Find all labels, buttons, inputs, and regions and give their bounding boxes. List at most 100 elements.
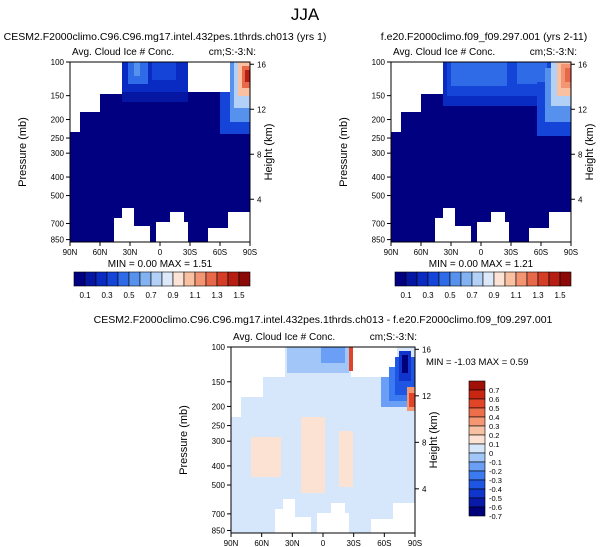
x-tick-label: 60S — [534, 248, 548, 257]
colorbar-b-label: 1.5 — [554, 291, 566, 300]
colorbar-a-label: 1.5 — [233, 291, 245, 300]
panel-b-x-ticks: 90N 60N 30N 0 30S 60S 90S — [384, 242, 578, 257]
colorbar-diff-label: 0.2 — [489, 431, 499, 440]
colorbar-a-swatch — [183, 271, 196, 287]
colorbar-diff-swatch — [468, 434, 486, 445]
x-tick-label: 60N — [254, 539, 269, 547]
panel-b-tropics-3 — [451, 62, 507, 86]
colorbar-diff-label: 0.7 — [489, 386, 499, 395]
panel-c-pos-5 — [301, 417, 325, 493]
panel-b-units: cm;S:-3:N: — [530, 47, 577, 58]
panel-c-right-ticks: 16 12 8 4 — [415, 345, 431, 494]
colorbar-b-label: 0.7 — [466, 291, 478, 300]
colorbar-b-swatch — [504, 271, 517, 287]
panel-b-y-ticks: 100 150 200 250 300 400 500 700 850 — [372, 58, 391, 245]
colorbar-b-swatch — [471, 271, 484, 287]
colorbar-diff-label: -0.5 — [489, 494, 502, 503]
x-tick-label: 90S — [408, 539, 422, 547]
colorbar-b-label: 0.3 — [422, 291, 434, 300]
colorbar-b-label: 0.9 — [488, 291, 500, 300]
y-tick-label: 400 — [51, 173, 65, 182]
panel-c-missing-step1 — [231, 377, 263, 397]
panel-a-missing-top-mid — [188, 62, 232, 92]
right-tick-label: 12 — [257, 105, 266, 114]
colorbar-b-swatch — [438, 271, 451, 287]
panel-b-title: f.e20.F2000climo.f09_f09.297.001 (yrs 2-… — [381, 31, 587, 43]
panel-b-ylabel-right: Height (km) — [584, 124, 596, 181]
colorbar-a-swatch — [106, 271, 119, 287]
panel-b-tropics-5 — [517, 62, 547, 84]
y-tick-label: 250 — [372, 134, 386, 143]
colorbar-a-swatch — [194, 271, 207, 287]
x-tick-label: 0 — [479, 248, 484, 257]
y-tick-label: 850 — [212, 527, 226, 536]
panel-b: f.e20.F2000climo.f09_f09.297.001 (yrs 2-… — [338, 31, 596, 270]
colorbar-a-swatch — [117, 271, 130, 287]
colorbar-diff-swatch — [468, 407, 486, 418]
y-tick-label: 150 — [51, 92, 65, 101]
colorbar-diff-swatch — [468, 479, 486, 490]
panel-b-ylabel: Pressure (mb) — [338, 117, 350, 187]
panel-c-x-ticks: 90N 60N 30N 0 30S 60S 90S — [224, 533, 422, 547]
panel-b-topo-3 — [451, 226, 471, 242]
colorbar-diff-swatch — [468, 389, 486, 400]
panel-a-y-ticks: 100 150 200 250 300 400 500 700 850 — [51, 58, 70, 245]
colorbar-a-swatch — [84, 271, 97, 287]
panel-c-topo-5 — [331, 503, 345, 533]
colorbar-a-label: 1.1 — [189, 291, 201, 300]
panel-c-units: cm;S:-3:N: — [370, 332, 417, 343]
y-tick-label: 300 — [372, 149, 386, 158]
right-tick-label: 16 — [257, 60, 266, 69]
panel-c-ylabel-right: Height (km) — [428, 412, 440, 469]
y-tick-label: 100 — [51, 58, 65, 67]
y-tick-label: 150 — [212, 378, 226, 387]
panel-c-minmax: MIN = -1.03 MAX = 0.59 — [426, 357, 528, 368]
x-tick-label: 90N — [384, 248, 399, 257]
panel-a-topo-5 — [170, 212, 184, 242]
colorbar-a-swatch — [150, 271, 163, 287]
colorbar-b-swatch — [405, 271, 418, 287]
colorbar-b-swatch — [460, 271, 473, 287]
colorbar-diff-label: -0.7 — [489, 512, 502, 521]
panel-a-tropics-4 — [134, 62, 140, 76]
x-tick-label: 90S — [564, 248, 578, 257]
colorbar-a-label: 0.5 — [123, 291, 135, 300]
colorbar-b-swatch — [537, 271, 550, 287]
colorbar-diff-swatch — [468, 470, 486, 481]
colorbar-a-swatch — [205, 271, 218, 287]
colorbar-a-swatch — [172, 271, 185, 287]
panel-c-missing-step2 — [231, 397, 241, 417]
right-tick-label: 4 — [257, 195, 262, 204]
colorbar-diff-label: -0.4 — [489, 485, 502, 494]
colorbar-b-swatch — [394, 271, 407, 287]
colorbar-b-swatch — [526, 271, 539, 287]
figure-title: JJA — [291, 5, 320, 24]
panel-a-field — [70, 62, 250, 242]
panel-a-ylabel-right: Height (km) — [263, 124, 275, 181]
colorbar-a-swatch — [216, 271, 229, 287]
panel-b-right-ticks: 16 12 8 4 — [571, 60, 587, 204]
colorbar-diff-label: 0.4 — [489, 413, 499, 422]
colorbar-b-swatch — [559, 271, 572, 287]
y-tick-label: 250 — [212, 422, 226, 431]
panel-c-field — [231, 347, 415, 533]
panel-a-topo-7 — [228, 212, 250, 242]
right-tick-label: 8 — [257, 150, 262, 159]
colorbar-b-swatch — [548, 271, 561, 287]
colorbar-diff-swatch — [468, 497, 486, 508]
panel-a-title: CESM2.F2000climo.C96.C96.mg17.intel.432p… — [4, 31, 327, 43]
panel-a-variable: Avg. Cloud Ice # Conc. — [72, 47, 174, 58]
panel-b-sh-6 — [565, 68, 571, 82]
colorbar-a-swatch — [238, 271, 251, 287]
colorbar-diff-swatch — [468, 398, 486, 409]
colorbar-diff-label: 0.5 — [489, 404, 499, 413]
panel-a-tropics-3 — [152, 62, 176, 80]
x-tick-label: 90S — [243, 248, 257, 257]
y-tick-label: 700 — [212, 510, 226, 519]
colorbar-a-label: 1.3 — [211, 291, 223, 300]
panel-b-topo-7 — [549, 212, 571, 242]
colorbar-b: 0.1 0.3 0.5 0.7 0.9 1.1 1.3 1.5 — [394, 271, 572, 300]
right-tick-label: 12 — [578, 105, 587, 114]
panel-a-missing-step1 — [70, 94, 100, 112]
